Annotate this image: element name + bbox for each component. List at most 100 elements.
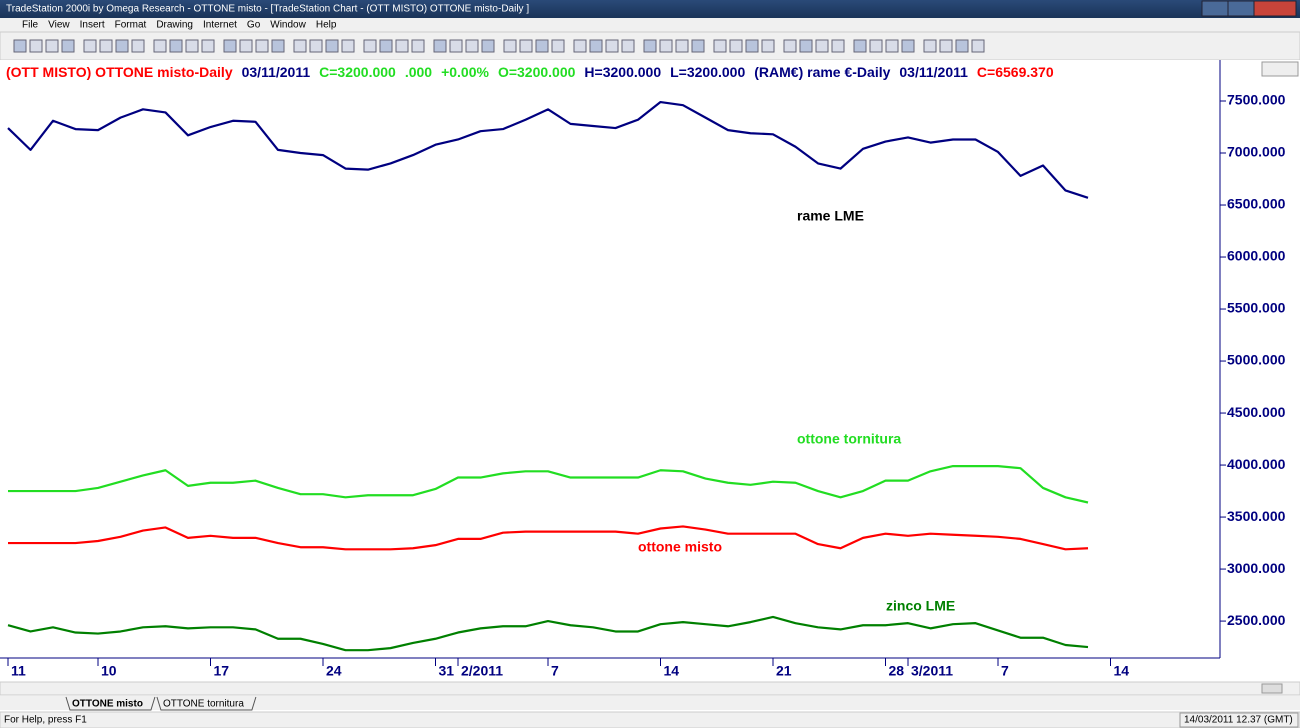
series-label: ottone misto [638, 539, 722, 555]
toolbar-button[interactable] [481, 39, 495, 53]
toolbar-button[interactable] [605, 39, 619, 53]
toolbar-button[interactable] [885, 39, 899, 53]
scroll-thumb[interactable] [1261, 683, 1283, 694]
toolbar-button[interactable] [13, 39, 27, 53]
toolbar-button[interactable] [691, 39, 705, 53]
toolbar-button[interactable] [831, 39, 845, 53]
menu-item[interactable]: Go [247, 20, 261, 31]
toolbar-button[interactable] [761, 39, 775, 53]
toolbar-button[interactable] [239, 39, 253, 53]
x-tick-label: 7 [1001, 663, 1009, 679]
toolbar-button[interactable] [815, 39, 829, 53]
toolbar-button[interactable] [153, 39, 167, 53]
y-tick-label: 5500.000 [1227, 300, 1286, 316]
menu-item[interactable]: Window [270, 20, 306, 31]
close-button[interactable] [1253, 0, 1297, 17]
toolbar-button[interactable] [379, 39, 393, 53]
maximize-button[interactable] [1227, 0, 1255, 17]
toolbar-button[interactable] [201, 39, 215, 53]
toolbar-button[interactable] [659, 39, 673, 53]
toolbar-button[interactable] [411, 39, 425, 53]
minimize-button[interactable] [1201, 0, 1229, 17]
toolbar-button[interactable] [185, 39, 199, 53]
toolbar-button[interactable] [535, 39, 549, 53]
toolbar-button[interactable] [433, 39, 447, 53]
menu-item[interactable]: File [22, 20, 39, 31]
toolbar-button[interactable] [131, 39, 145, 53]
tab[interactable] [65, 696, 156, 711]
header-segment: 03/11/2011 [242, 64, 311, 80]
toolbar-button[interactable] [271, 39, 285, 53]
x-tick-label: 31 [439, 663, 455, 679]
toolbar-button[interactable] [255, 39, 269, 53]
toolbar-button[interactable] [971, 39, 985, 53]
menu-item[interactable]: View [48, 20, 70, 31]
toolbar-button[interactable] [783, 39, 797, 53]
toolbar-button[interactable] [901, 39, 915, 53]
toolbar-button[interactable] [115, 39, 129, 53]
x-tick-label: 28 [889, 663, 905, 679]
y-tick-label: 4000.000 [1227, 456, 1286, 472]
toolbar-button[interactable] [363, 39, 377, 53]
y-tick-label: 6000.000 [1227, 248, 1286, 264]
toolbar-button[interactable] [729, 39, 743, 53]
toolbar-button[interactable] [309, 39, 323, 53]
toolbar-button[interactable] [551, 39, 565, 53]
tabs: OTTONE misto OTTONE tornitura [65, 696, 257, 711]
header-segment: O=3200.000 [498, 64, 576, 80]
header-segment: +0.00% [441, 64, 489, 80]
toolbar-button[interactable] [293, 39, 307, 53]
tab-label[interactable]: OTTONE misto [72, 699, 143, 710]
toolbar-button[interactable] [939, 39, 953, 53]
toolbar-button[interactable] [45, 39, 59, 53]
menu-item[interactable]: Internet [203, 20, 237, 31]
toolbar-button[interactable] [923, 39, 937, 53]
header-segment: C=3200.000 [319, 64, 396, 80]
toolbar-button[interactable] [341, 39, 355, 53]
series-label: ottone tornitura [797, 431, 901, 447]
tab[interactable] [156, 696, 257, 711]
x-tick-label: 14 [664, 663, 680, 679]
chart-window-buttons[interactable] [1261, 61, 1299, 77]
toolbar-button[interactable] [745, 39, 759, 53]
toolbar-button[interactable] [621, 39, 635, 53]
toolbar-button[interactable] [29, 39, 43, 53]
toolbar-button[interactable] [449, 39, 463, 53]
menu: File View Insert Format Drawing Internet Go Win… [22, 20, 337, 31]
toolbar-button[interactable] [573, 39, 587, 53]
menu-item[interactable]: Help [316, 20, 337, 31]
toolbar-button[interactable] [675, 39, 689, 53]
toolbar-button[interactable] [169, 39, 183, 53]
horizontal-scrollbar[interactable] [0, 681, 1300, 696]
toolbar-button[interactable] [99, 39, 113, 53]
toolbar-button[interactable] [223, 39, 237, 53]
x-tick-label: 3/2011 [911, 663, 953, 679]
x-tick-label: 2/2011 [461, 663, 503, 679]
toolbar-button[interactable] [61, 39, 75, 53]
toolbar-button[interactable] [799, 39, 813, 53]
y-tick-label: 7500.000 [1227, 92, 1286, 108]
toolbar-button[interactable] [395, 39, 409, 53]
title-bar [0, 0, 1300, 18]
chart-window [0, 60, 1300, 680]
header-segment: (OTT MISTO) OTTONE misto-Daily [6, 64, 233, 80]
toolbar-button[interactable] [713, 39, 727, 53]
toolbar-button[interactable] [325, 39, 339, 53]
toolbar-button[interactable] [869, 39, 883, 53]
toolbar-button[interactable] [83, 39, 97, 53]
toolbar-button[interactable] [955, 39, 969, 53]
menu-item[interactable]: Drawing [156, 20, 193, 31]
toolbar-button[interactable] [503, 39, 517, 53]
menu-item[interactable]: Format [115, 20, 147, 31]
toolbar-button[interactable] [519, 39, 533, 53]
y-tick-label: 3500.000 [1227, 508, 1286, 524]
series-line [8, 525, 1089, 551]
x-tick-label: 10 [101, 663, 117, 679]
menu-item[interactable]: Insert [80, 20, 105, 31]
toolbar-button[interactable] [589, 39, 603, 53]
toolbar-button[interactable] [465, 39, 479, 53]
toolbar-button[interactable] [643, 39, 657, 53]
toolbar-button[interactable] [853, 39, 867, 53]
tab-label[interactable]: OTTONE tornitura [163, 699, 244, 710]
